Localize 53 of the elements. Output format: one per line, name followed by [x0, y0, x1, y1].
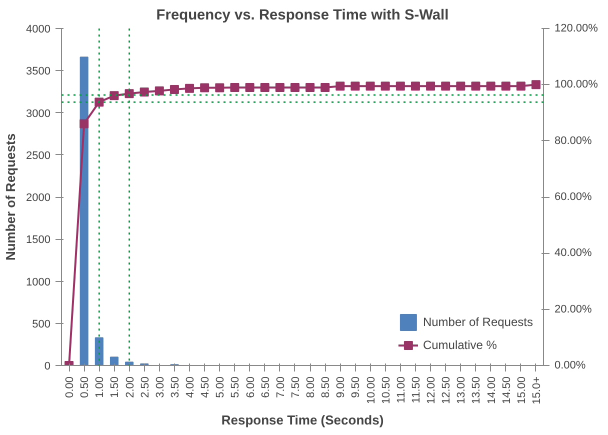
x-tick-label: 10.50	[380, 376, 392, 404]
y2-tick-label: 0.00%	[554, 360, 586, 372]
y-tick-label: 2500	[26, 150, 51, 162]
x-tick-label: 3.50	[169, 376, 182, 398]
x-tick-label: 7.00	[274, 376, 287, 398]
x-tick-label: 2.50	[139, 376, 152, 398]
y2-tick-label: 120.00%	[554, 22, 598, 34]
x-tick-label: 5.00	[214, 376, 227, 398]
x-tick-label: 13.00	[456, 376, 468, 404]
y2-tick-label: 80.00%	[554, 134, 592, 147]
x-tick-label: 1.00	[94, 376, 106, 398]
x-tick-label: 11.00	[395, 376, 408, 404]
x-tick-label: 14.50	[500, 376, 513, 404]
x-axis-title: Response Time (Seconds)	[221, 412, 384, 428]
x-tick-label: 12.00	[426, 376, 438, 404]
x-tick-label: 8.00	[305, 376, 318, 398]
x-tick-label: 10.00	[365, 376, 378, 404]
y2-tick-label: 20.00%	[554, 303, 592, 316]
y2-tick-label: 60.00%	[554, 191, 592, 203]
x-tick-label: 3.00	[154, 376, 166, 398]
y-tick-label: 4000	[26, 24, 51, 36]
x-tick-label: 7.50	[290, 376, 302, 398]
x-tick-label: 5.50	[230, 376, 242, 398]
x-tick-label: 9.50	[350, 376, 362, 398]
x-tick-label: 4.00	[184, 376, 197, 398]
x-tick-label: 13.50	[470, 376, 483, 404]
x-tick-label: 4.50	[200, 376, 212, 398]
legend-label: Cumulative %	[422, 338, 497, 352]
x-tick-label: 1.50	[109, 376, 122, 398]
x-tick-label: 6.00	[244, 376, 257, 398]
y-tick-label: 0	[44, 360, 51, 372]
legend-label: Number of Requests	[422, 315, 533, 329]
y-tick-label: 3500	[26, 66, 51, 78]
x-tick-label: 15.0+	[530, 376, 543, 404]
y-axis-title: Number of Requests	[3, 133, 18, 261]
x-tick-label: 14.00	[486, 376, 498, 404]
y-tick-label: 2000	[26, 192, 51, 204]
x-tick-label: 12.50	[440, 376, 453, 404]
x-tick-label: 2.00	[124, 376, 136, 398]
x-tick-label: 15.00	[516, 376, 528, 404]
y2-tick-label: 40.00%	[554, 247, 592, 260]
chart-title: Frequency vs. Response Time with S-Wall	[156, 8, 449, 24]
x-tick-label: 0.50	[79, 376, 92, 398]
y-tick-label: 500	[32, 318, 51, 330]
x-tick-label: 11.50	[410, 376, 422, 404]
x-tick-label: 9.00	[335, 376, 348, 398]
y-tick-label: 3000	[26, 108, 51, 120]
x-tick-label: 6.50	[260, 376, 272, 398]
x-tick-label: 0.00	[64, 376, 76, 398]
y2-tick-label: 100.00%	[554, 78, 598, 91]
y-tick-label: 1500	[26, 234, 51, 246]
x-tick-label: 8.50	[320, 376, 332, 398]
y-tick-label: 1000	[26, 276, 51, 288]
